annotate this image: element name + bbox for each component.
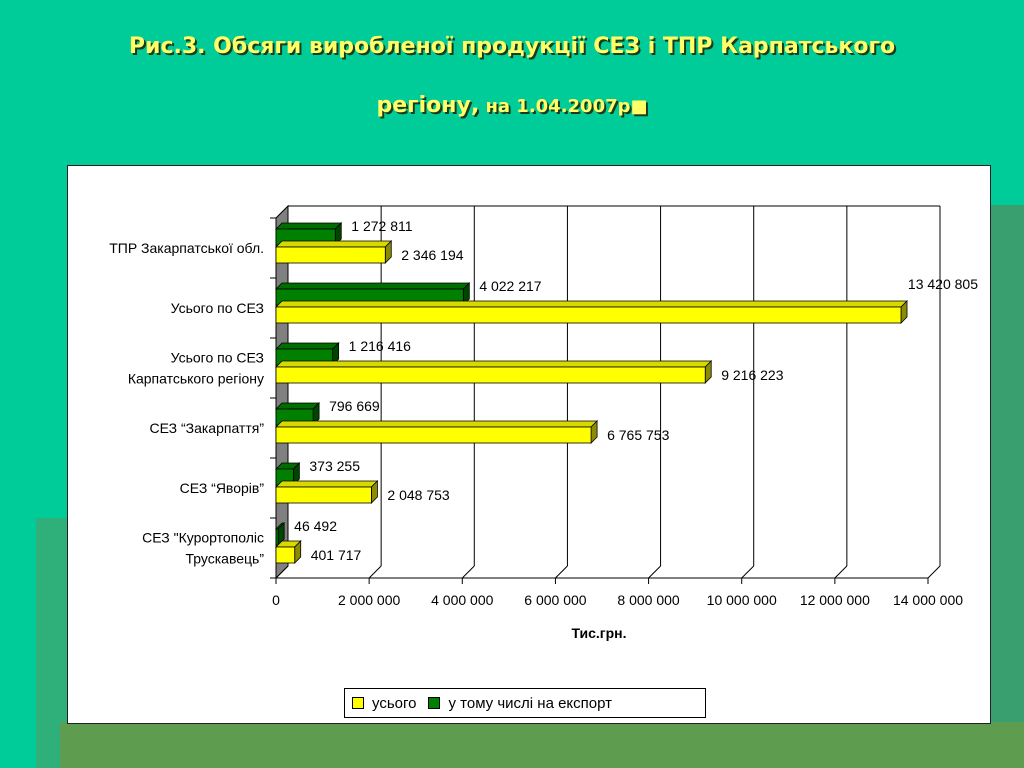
gridline-floor-2 [461,565,475,579]
bar-export-3-top [275,402,321,410]
x-tick-label-2: 4 000 000 [431,592,493,608]
gridline-floor-7 [927,565,941,579]
chart-legend: усього у тому числі на експорт [344,688,706,718]
bar-export-5 [275,528,279,546]
x-tick-label-6: 12 000 000 [800,592,870,608]
x-tick-label-0: 0 [272,592,280,608]
x-tick-label-4: 8 000 000 [617,592,679,608]
bar-export-2-top [275,342,340,350]
bar-total-0-top [275,240,393,248]
chart-panel [67,165,991,724]
gridline-floor-3 [555,565,568,579]
data-label-export-5: 46 492 [294,518,337,534]
data-label-total-2: 9 216 223 [721,367,783,383]
data-label-export-0: 1 272 811 [351,218,412,234]
x-tick-label-7: 14 000 000 [893,592,963,608]
slide-title-date: на 1.04.2007р■ [479,96,648,117]
data-label-total-3: 6 765 753 [607,427,669,443]
legend-item-export: у тому числі на експорт [428,695,612,712]
data-label-export-3: 796 669 [329,398,380,414]
x-tick-label-1: 2 000 000 [338,592,400,608]
bar-total-1-top [275,300,908,308]
bar-total-4 [275,486,372,504]
data-label-export-4: 373 255 [309,458,360,474]
bar-total-4-top [275,480,379,488]
data-label-total-1: 13 420 805 [908,276,978,292]
gridline-floor-5 [741,565,755,579]
legend-label-export: у тому числі на експорт [448,694,613,712]
category-label-0: ТПР Закарпатської обл. [109,240,264,256]
x-axis-title: Тис.грн. [571,625,626,641]
slide-title-line1: Рис.3. Обсяги виробленої продукції СЕЗ і… [128,34,896,59]
bar-export-1-top [275,282,471,290]
gridline-floor-6 [834,565,848,579]
legend-swatch-total [352,697,364,709]
gridline-floor-4 [648,565,661,579]
gridline-floor-1 [368,565,382,579]
legend-swatch-export [428,697,441,709]
legend-label-total: усього [372,694,417,712]
bar-total-1 [275,306,902,324]
data-label-total-4: 2 048 753 [387,487,449,503]
slide-title-region: регіону, [376,93,480,118]
category-label-4: СЕЗ “Яворів” [180,480,265,496]
category-label-2: Усього по СЕЗ Карпатського регіону [128,350,264,387]
x-tick-label-5: 10 000 000 [707,592,777,608]
bar-total-3 [275,426,592,444]
bar-total-2-top [275,360,713,368]
legend-item-total: усього [352,695,416,712]
bar-total-5 [275,546,296,564]
data-label-export-2: 1 216 416 [349,338,411,354]
bar-total-3-top [275,420,599,428]
data-label-total-0: 2 346 194 [401,247,463,263]
data-label-export-1: 4 022 217 [479,278,541,294]
slide-title-line2: регіону, на 1.04.2007р■ [0,93,1024,118]
background-block-bottom [60,722,1024,768]
x-tick-label-3: 6 000 000 [524,592,586,608]
category-label-3: СЕЗ “Закарпаття” [149,420,264,436]
category-label-5: СЕЗ "Курортополіс Трускавець” [142,530,264,567]
data-label-total-5: 401 717 [311,547,362,563]
bar-export-0-top [275,222,343,230]
bar-total-0 [275,246,386,264]
category-label-1: Усього по СЕЗ [171,300,264,316]
bar-total-2 [275,366,706,384]
